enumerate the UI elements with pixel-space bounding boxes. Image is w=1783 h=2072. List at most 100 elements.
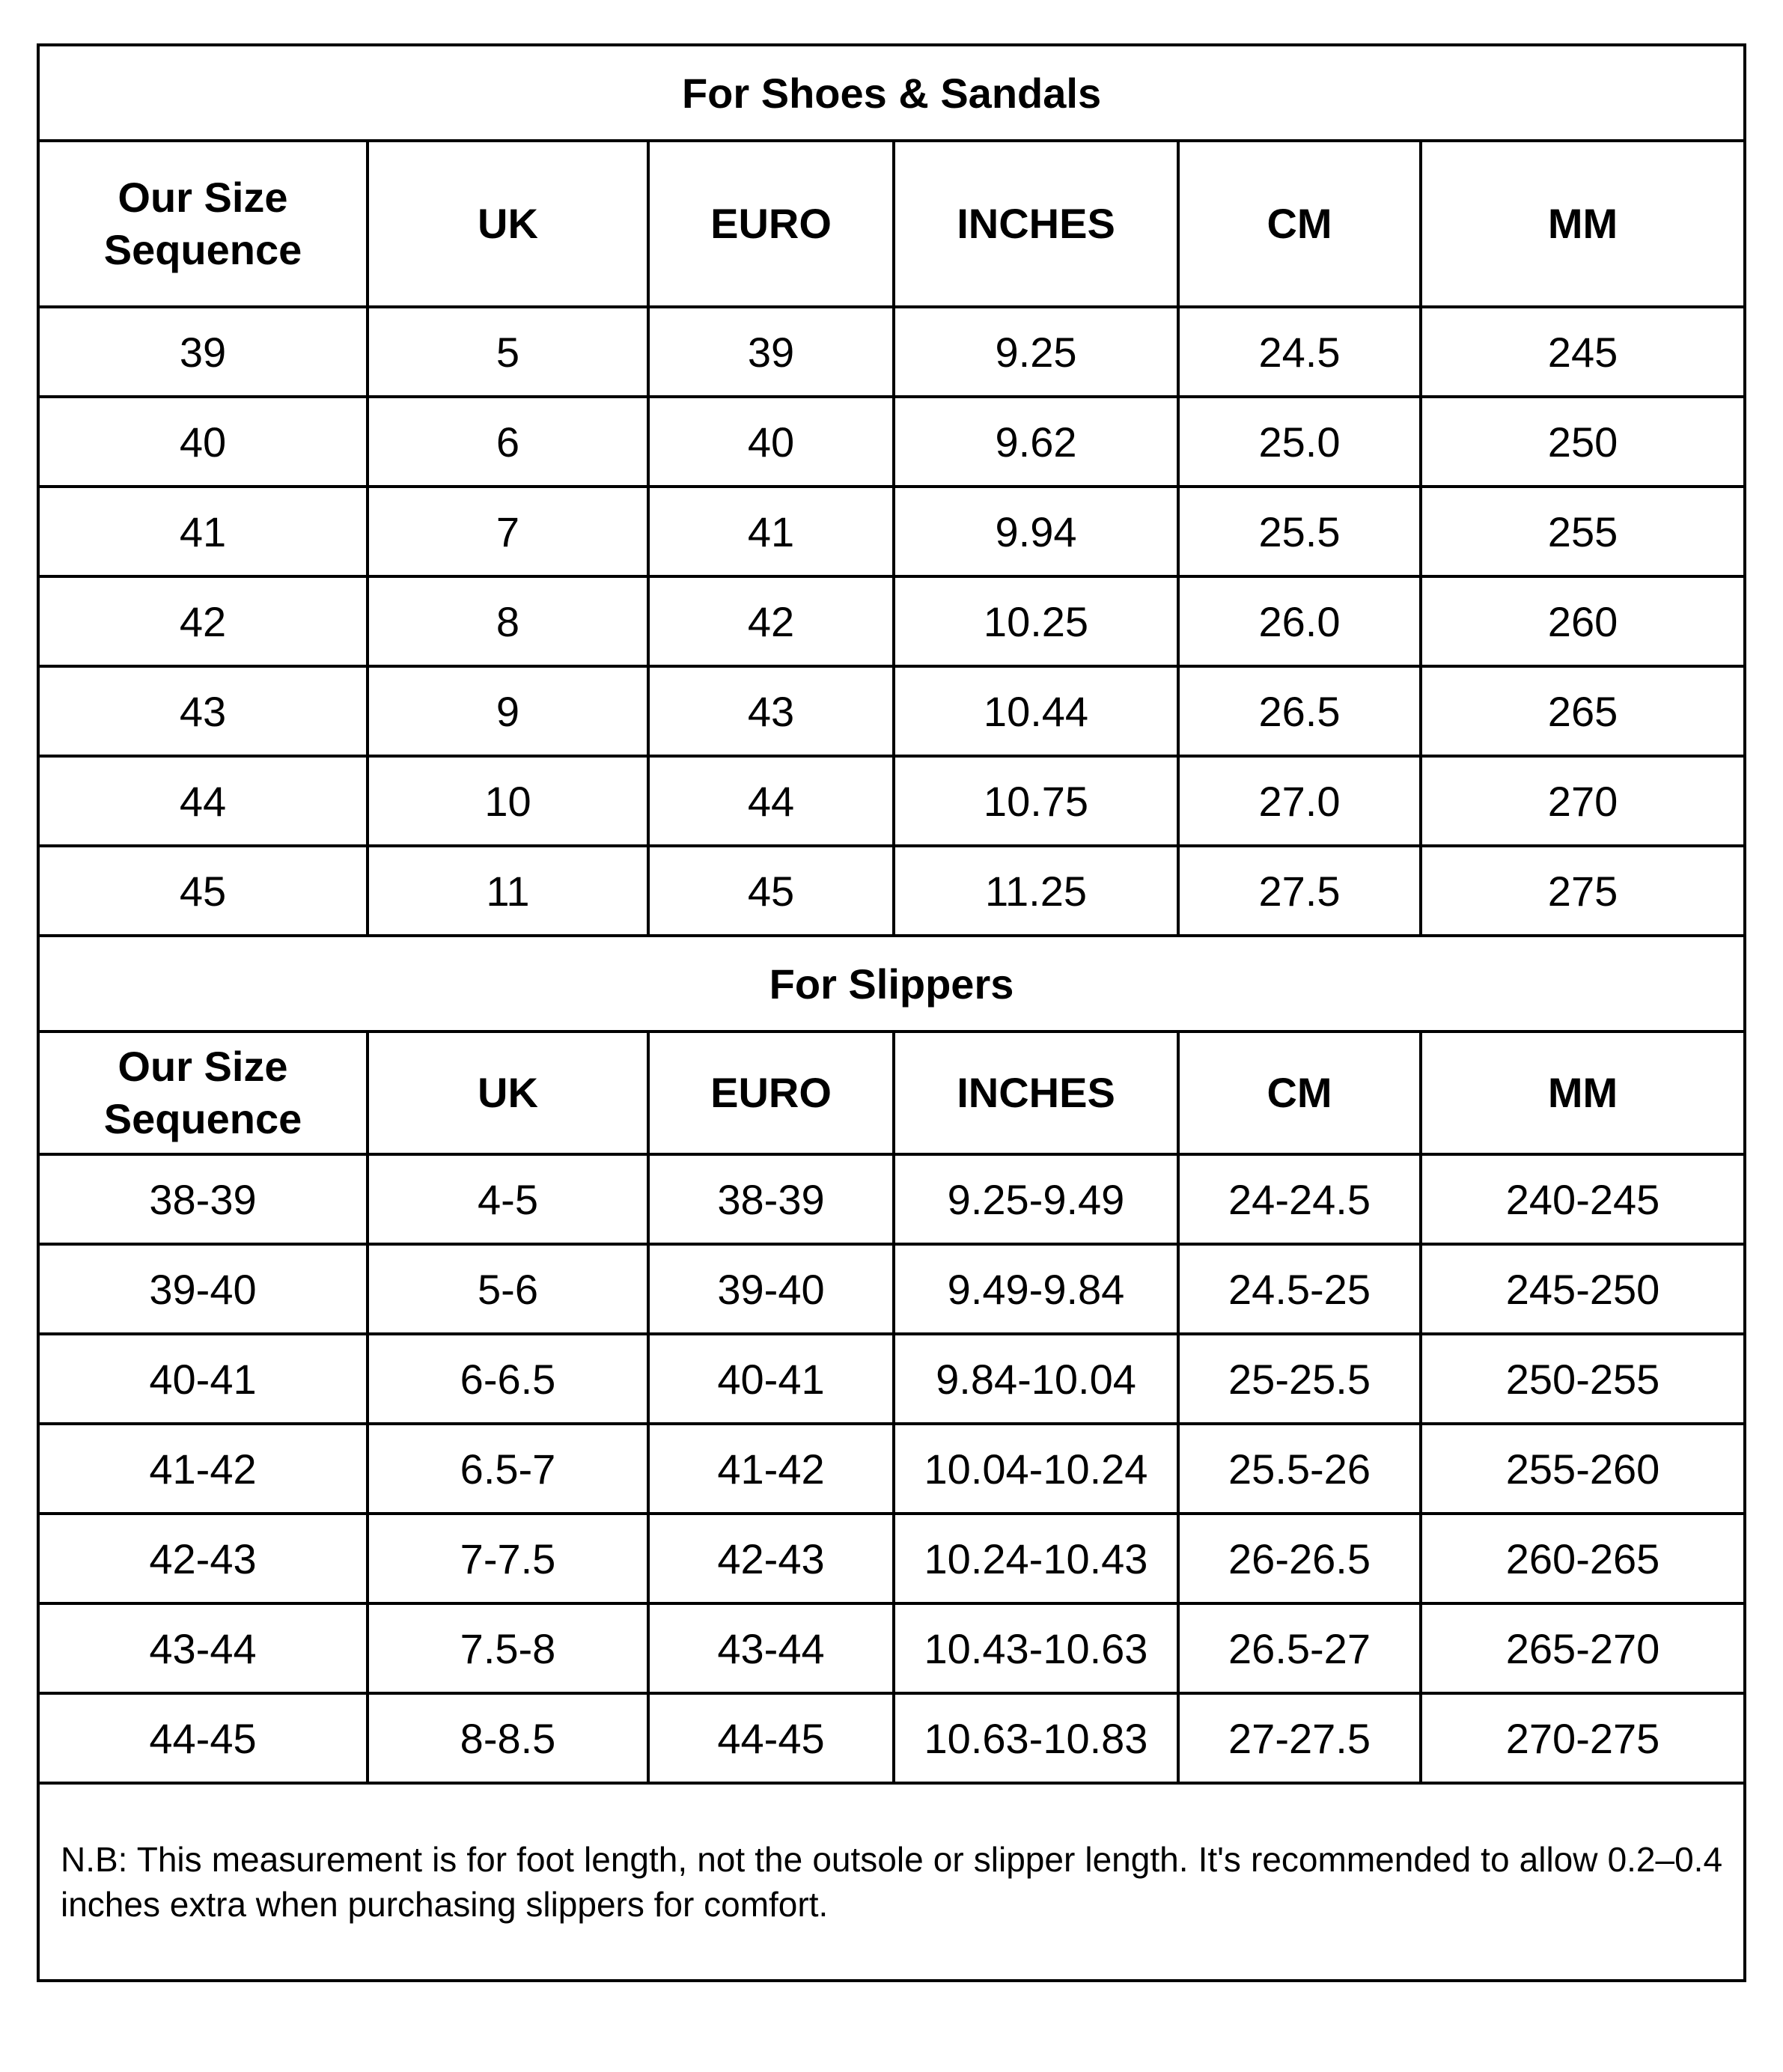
table-row: 42 8 42 10.25 26.0 260 [37,575,1747,668]
table-cell: 42-43 [647,1512,895,1605]
column-header: MM [1418,139,1747,308]
column-header: INCHES [892,139,1180,308]
table-cell: 7 [366,485,650,578]
table-cell: 10.44 [892,665,1180,758]
shoes-section-title: For Shoes & Sandals [36,43,1747,142]
table-cell: 24.5 [1177,305,1422,398]
table-cell: 9.62 [892,395,1180,488]
table-row: 43-44 7.5-8 43-44 10.43-10.63 26.5-27 265-270 [37,1602,1747,1695]
table-cell: 43-44 [647,1602,895,1695]
column-header: EURO [647,139,895,308]
table-cell: 8 [366,575,650,668]
table-cell: 275 [1418,844,1747,937]
column-header-label: EURO [710,200,832,247]
column-header: EURO [647,1030,895,1156]
table-cell: 8-8.5 [366,1692,650,1785]
table-cell: 260 [1418,575,1747,668]
column-header-label: INCHES [957,200,1115,247]
table-cell: 42 [647,575,895,668]
table-cell: 44-45 [647,1692,895,1785]
table-cell: 26.5-27 [1177,1602,1422,1695]
column-header: UK [366,139,650,308]
table-cell: 9 [366,665,650,758]
table-cell: 42 [37,575,369,668]
table-cell: 7.5-8 [366,1602,650,1695]
table-row: 44-45 8-8.5 44-45 10.63-10.83 27-27.5 270-275 [37,1692,1747,1785]
table-row: 43 9 43 10.44 26.5 265 [37,665,1747,758]
table-cell: 27.0 [1177,755,1422,847]
table-row: 40 6 40 9.62 25.0 250 [37,395,1747,488]
column-header: Our Size Sequence [37,1030,369,1156]
slippers-section-title: For Slippers [36,934,1747,1033]
table-cell: 250-255 [1418,1332,1747,1425]
column-header: MM [1418,1030,1747,1156]
table-cell: 255-260 [1418,1422,1747,1515]
table-cell: 10.63-10.83 [892,1692,1180,1785]
table-cell: 44 [647,755,895,847]
table-row: 42-43 7-7.5 42-43 10.24-10.43 26-26.5 260-265 [37,1512,1747,1605]
table-row: 45 11 45 11.25 27.5 275 [37,844,1747,937]
table-cell: 9.84-10.04 [892,1332,1180,1425]
table-cell: 24-24.5 [1177,1153,1422,1246]
table-cell: 27-27.5 [1177,1692,1422,1785]
column-header-label: CM [1267,1069,1332,1116]
shoes-title-row: For Shoes & Sandals [36,43,1747,142]
table-cell: 43 [37,665,369,758]
table-cell: 26-26.5 [1177,1512,1422,1605]
column-header-label: UK [478,200,538,247]
table-cell: 41 [37,485,369,578]
column-header-label: MM [1547,1069,1618,1116]
table-cell: 40 [647,395,895,488]
table-row: 44 10 44 10.75 27.0 270 [37,755,1747,847]
slippers-title-row: For Slippers [36,934,1747,1033]
table-cell: 44-45 [37,1692,369,1785]
column-header-label: INCHES [957,1069,1115,1116]
table-cell: 41 [647,485,895,578]
table-cell: 265-270 [1418,1602,1747,1695]
table-cell: 240-245 [1418,1153,1747,1246]
table-cell: 39-40 [37,1243,369,1335]
table-row: 38-39 4-5 38-39 9.25-9.49 24-24.5 240-245 [37,1153,1747,1246]
column-header: CM [1177,1030,1422,1156]
table-cell: 44 [37,755,369,847]
table-cell: 24.5-25 [1177,1243,1422,1335]
table-cell: 11.25 [892,844,1180,937]
table-cell: 9.94 [892,485,1180,578]
shoes-header-row: Our Size Sequence UK EURO INCHES CM MM [37,139,1747,308]
table-row: 41 7 41 9.94 25.5 255 [37,485,1747,578]
table-cell: 245 [1418,305,1747,398]
table-cell: 40-41 [37,1332,369,1425]
table-cell: 5-6 [366,1243,650,1335]
table-cell: 10 [366,755,650,847]
footnote: N.B: This measurement is for foot length… [36,1782,1747,1982]
table-cell: 6.5-7 [366,1422,650,1515]
table-cell: 42-43 [37,1512,369,1605]
table-cell: 7-7.5 [366,1512,650,1605]
table-row: 39 5 39 9.25 24.5 245 [37,305,1747,398]
table-cell: 9.25 [892,305,1180,398]
table-cell: 250 [1418,395,1747,488]
table-cell: 255 [1418,485,1747,578]
table-cell: 10.43-10.63 [892,1602,1180,1695]
column-header-label: MM [1547,200,1618,247]
column-header: INCHES [892,1030,1180,1156]
table-cell: 4-5 [366,1153,650,1246]
table-row: 39-40 5-6 39-40 9.49-9.84 24.5-25 245-250 [37,1243,1747,1335]
table-cell: 9.25-9.49 [892,1153,1180,1246]
table-cell: 27.5 [1177,844,1422,937]
table-row: 41-42 6.5-7 41-42 10.04-10.24 25.5-26 255-260 [37,1422,1747,1515]
column-header: Our Size Sequence [37,139,369,308]
table-cell: 25.5 [1177,485,1422,578]
table-cell: 45 [37,844,369,937]
table-row: 40-41 6-6.5 40-41 9.84-10.04 25-25.5 250-255 [37,1332,1747,1425]
table-cell: 5 [366,305,650,398]
column-header: CM [1177,139,1422,308]
note-row: N.B: This measurement is for foot length… [36,1782,1747,1982]
table-cell: 265 [1418,665,1747,758]
size-chart-table: For Shoes & Sandals Our Size Sequence UK EU… [36,43,1747,1982]
table-cell: 270 [1418,755,1747,847]
column-header: UK [366,1030,650,1156]
column-header-label: Our Size Sequence [103,174,302,273]
table-cell: 26.0 [1177,575,1422,668]
table-cell: 10.75 [892,755,1180,847]
